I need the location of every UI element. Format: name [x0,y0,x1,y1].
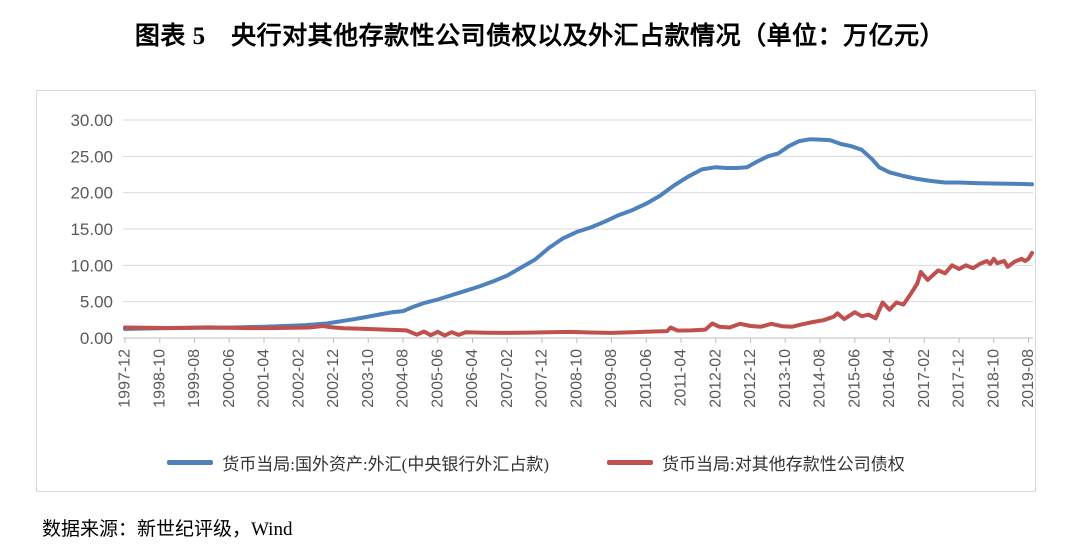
svg-text:2006-04: 2006-04 [464,349,481,408]
svg-text:2017-02: 2017-02 [916,349,933,408]
svg-text:2000-06: 2000-06 [221,349,238,408]
chart-panel: 0.00 5.00 10.00 15.00 20.00 25.00 30.00 1997-12… [36,90,1036,492]
svg-text:10.00: 10.00 [70,256,113,275]
svg-text:2009-08: 2009-08 [603,349,620,408]
legend-line-sample-claims [607,460,654,465]
svg-text:1999-08: 1999-08 [186,349,203,408]
line-chart: 0.00 5.00 10.00 15.00 20.00 25.00 30.00 1997-12… [70,111,1036,408]
svg-text:1998-10: 1998-10 [151,349,168,408]
svg-text:2003-10: 2003-10 [360,349,377,408]
svg-text:2014-08: 2014-08 [812,349,829,408]
series-claims-line [123,251,1034,338]
svg-text:0.00: 0.00 [80,329,113,348]
x-axis-labels: 1997-12 1998-10 1999-08 2000-06 2001-04 2002-… [117,349,1036,408]
svg-text:20.00: 20.00 [70,184,113,203]
svg-text:2012-02: 2012-02 [707,349,724,408]
svg-text:2001-04: 2001-04 [256,349,273,408]
page-title: 图表 5 央行对其他存款性公司债权以及外汇占款情况（单位：万亿元） [134,23,946,50]
svg-text:2017-12: 2017-12 [951,349,968,408]
svg-text:2005-06: 2005-06 [429,349,446,408]
gridlines [123,119,1033,303]
legend-label-claims: 货币当局:对其他存款性公司债权 [662,455,905,474]
svg-text:2012-12: 2012-12 [742,349,759,408]
svg-text:2013-10: 2013-10 [777,349,794,408]
svg-text:2011-04: 2011-04 [673,349,690,407]
svg-text:2010-06: 2010-06 [638,349,655,408]
legend-item-claims: 货币当局:对其他存款性公司债权 [607,450,905,475]
svg-text:2007-02: 2007-02 [499,349,516,408]
svg-text:2019-08: 2019-08 [1020,349,1035,408]
svg-text:2016-04: 2016-04 [881,349,898,408]
svg-text:30.00: 30.00 [70,111,113,130]
svg-text:5.00: 5.00 [80,293,113,312]
svg-text:2018-10: 2018-10 [985,349,1002,408]
svg-text:2002-02: 2002-02 [290,349,307,408]
svg-text:2008-10: 2008-10 [568,349,585,408]
y-axis-labels: 0.00 5.00 10.00 15.00 20.00 25.00 30.00 [70,111,113,348]
svg-text:25.00: 25.00 [70,147,113,166]
legend-line-sample-forex [167,460,214,465]
legend-item-forex: 货币当局:国外资产:外汇(中央银行外汇占款) [167,450,549,475]
chart-legend: 货币当局:国外资产:外汇(中央银行外汇占款) 货币当局:对其他存款性公司债权 [37,450,1035,475]
x-axis-ticks [124,338,1030,343]
legend-label-forex: 货币当局:国外资产:外汇(中央银行外汇占款) [222,455,550,474]
svg-text:2002-12: 2002-12 [325,349,342,408]
source-note: 数据来源：新世纪评级，Wind [42,519,293,540]
svg-text:2007-12: 2007-12 [534,349,551,408]
svg-text:2004-08: 2004-08 [395,349,412,408]
svg-text:15.00: 15.00 [70,220,113,239]
series-forex-line [123,137,1034,331]
svg-text:2015-06: 2015-06 [846,349,863,408]
svg-text:1997-12: 1997-12 [117,349,134,408]
